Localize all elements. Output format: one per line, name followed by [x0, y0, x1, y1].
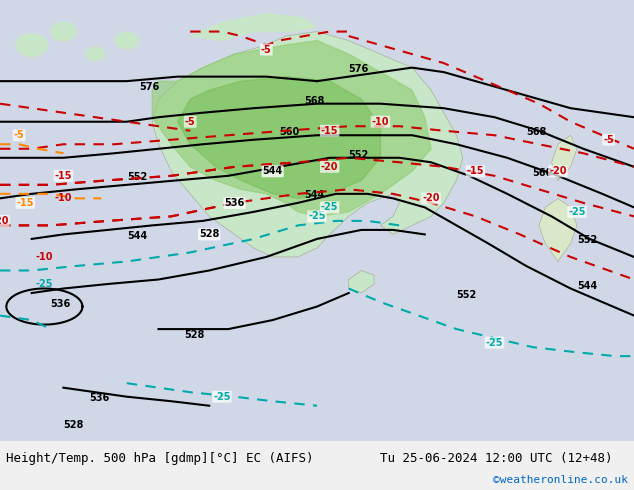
Text: -25: -25 [308, 211, 326, 221]
Text: -20: -20 [0, 216, 9, 226]
Text: 544: 544 [304, 190, 325, 200]
Text: -25: -25 [213, 392, 231, 402]
Text: 568: 568 [304, 96, 325, 106]
Text: -20: -20 [549, 166, 567, 176]
Circle shape [16, 34, 48, 56]
Polygon shape [349, 270, 374, 293]
Text: -15: -15 [467, 166, 484, 176]
Text: 528: 528 [199, 229, 219, 240]
Text: -25: -25 [36, 279, 53, 289]
Text: 544: 544 [577, 280, 597, 291]
Polygon shape [152, 41, 431, 217]
Text: -5: -5 [261, 45, 271, 54]
Text: 552: 552 [577, 235, 597, 245]
Text: 544: 544 [262, 166, 283, 176]
Text: ©weatheronline.co.uk: ©weatheronline.co.uk [493, 475, 628, 485]
Text: 552: 552 [456, 290, 477, 299]
Text: -10: -10 [36, 252, 53, 262]
Text: 536: 536 [89, 393, 109, 403]
Text: -15: -15 [321, 126, 339, 136]
Text: -10: -10 [372, 117, 389, 127]
Text: -25: -25 [568, 207, 586, 217]
Text: 568: 568 [526, 127, 547, 137]
Text: 560: 560 [279, 127, 299, 137]
Circle shape [86, 48, 105, 61]
Text: -5: -5 [604, 135, 614, 145]
Text: -20: -20 [422, 194, 440, 203]
Text: -5: -5 [14, 130, 24, 140]
Circle shape [51, 23, 76, 41]
Polygon shape [152, 31, 463, 257]
Text: -20: -20 [321, 162, 339, 172]
Text: 560: 560 [533, 168, 553, 178]
Polygon shape [539, 198, 577, 262]
Circle shape [115, 32, 138, 49]
Polygon shape [178, 76, 380, 198]
Text: Height/Temp. 500 hPa [gdmp][°C] EC (AIFS): Height/Temp. 500 hPa [gdmp][°C] EC (AIFS… [6, 452, 314, 465]
Text: 552: 552 [349, 150, 369, 160]
Text: 536: 536 [224, 198, 245, 208]
Text: -25: -25 [486, 338, 503, 347]
Text: 528: 528 [63, 420, 84, 430]
Text: 536: 536 [51, 298, 71, 309]
Text: -15: -15 [16, 198, 34, 208]
Text: -15: -15 [55, 171, 72, 181]
Text: 576: 576 [349, 64, 369, 74]
Text: 552: 552 [127, 172, 147, 182]
Text: -5: -5 [185, 117, 195, 127]
Text: 528: 528 [184, 330, 204, 340]
Text: -10: -10 [55, 194, 72, 203]
Text: 576: 576 [139, 82, 160, 92]
Polygon shape [552, 135, 577, 180]
Text: -25: -25 [321, 202, 339, 212]
Text: 544: 544 [127, 231, 147, 241]
Polygon shape [190, 14, 317, 41]
Text: Tu 25-06-2024 12:00 UTC (12+48): Tu 25-06-2024 12:00 UTC (12+48) [380, 452, 613, 465]
